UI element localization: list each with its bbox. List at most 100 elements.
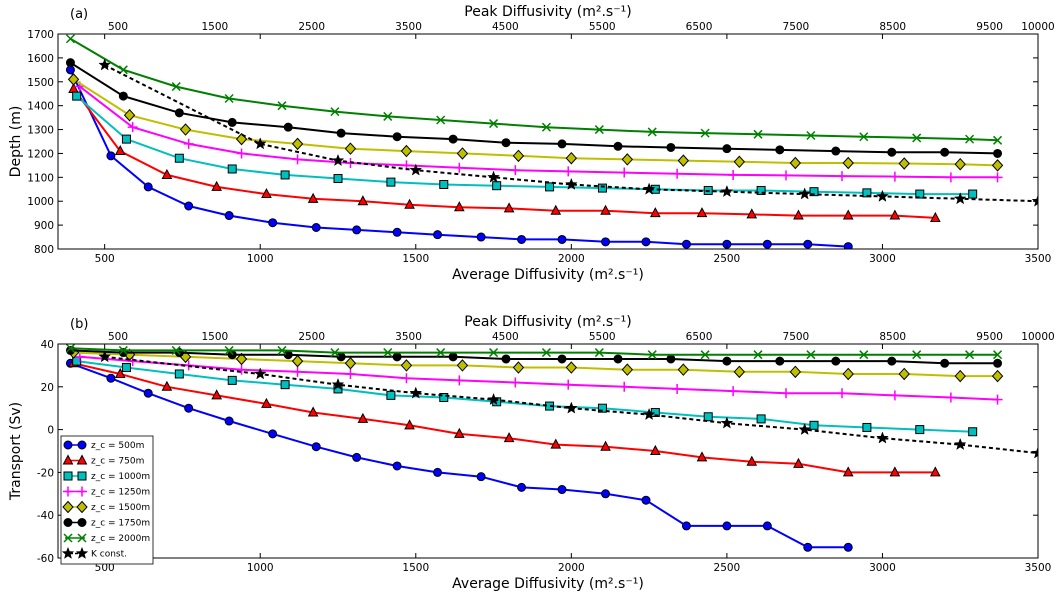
data-point-1-18 [930,211,941,222]
data-point-4-11 [677,154,690,167]
series-line-0 [70,362,849,549]
x2-tick-label: 9500 [976,331,1003,343]
data-point-0-3 [184,403,194,413]
x-axis-label: Average Diffusivity (m².s⁻¹) [452,576,644,592]
data-point-1-1 [114,144,126,156]
axes-frame [57,33,1039,250]
data-point-1-4 [261,187,272,199]
data-point-1-14 [746,208,758,219]
data-point-2-5 [333,174,343,184]
data-point-3-3 [236,364,247,375]
x2-tick-label: 6500 [686,21,713,33]
x2-tick-label: 8500 [879,331,906,343]
data-point-4-15 [898,367,910,381]
data-point-7-9 [876,431,889,444]
legend-label: z_c = 1000m [91,472,150,482]
legend-marker [77,440,87,450]
data-point-1-10 [550,438,562,449]
data-point-7-11 [1031,446,1038,459]
x2-tick-label: 500 [108,331,128,343]
y-tick-label: 800 [34,244,54,256]
data-point-5-15 [887,356,897,366]
data-point-4-10 [621,153,634,166]
x2-tick-label: 2500 [298,331,325,343]
x2-tick-label: 3500 [395,21,422,33]
data-point-1-13 [696,207,708,218]
data-point-2-1 [121,363,131,373]
data-point-2-9 [545,182,555,192]
data-point-1-3 [211,389,222,400]
data-point-5-9 [557,354,567,364]
data-point-0-6 [311,442,321,452]
data-point-1-16 [842,466,854,477]
data-point-5-10 [613,141,623,151]
data-point-1-15 [793,209,804,220]
data-point-3-16 [945,172,956,183]
x2-axis-label: Peak Diffusivity (m².s⁻¹) [464,4,631,20]
data-point-3-13 [781,388,791,399]
panel-label: (b) [70,317,88,332]
data-point-1-13 [696,451,708,462]
series-line-2 [76,95,973,196]
data-point-3-6 [401,373,412,384]
data-point-7-2 [331,377,345,391]
data-point-3-1 [127,122,138,133]
data-point-1-6 [357,412,369,423]
data-point-6-4 [277,101,287,111]
y-tick-label: 1500 [27,77,54,89]
data-point-2-3 [227,375,237,385]
data-point-5-16 [940,358,950,368]
data-point-5-0 [65,58,75,68]
data-point-3-4 [292,154,303,165]
data-point-2-15 [862,422,872,432]
data-point-6-15 [859,350,869,360]
x2-tick-label: 8500 [879,21,906,33]
data-point-1-16 [842,209,854,220]
legend-marker [76,454,88,465]
x2-tick-label: 5500 [589,331,616,343]
y-tick-label: 1400 [27,101,54,113]
data-point-5-6 [392,352,402,362]
data-point-7-0 [98,58,112,71]
series-line-5 [69,61,998,155]
data-point-1-9 [503,202,515,213]
data-point-6-9 [541,348,551,358]
x2-axis-label: Peak Diffusivity (m².s⁻¹) [464,314,631,330]
data-point-0-10 [476,472,486,482]
data-point-2-2 [174,153,184,163]
x-tick-label: 1000 [247,253,274,265]
data-point-6-12 [700,350,710,360]
data-point-2-7 [439,393,449,402]
data-point-5-11 [666,354,676,364]
data-point-6-12 [700,128,710,138]
data-point-2-10 [597,183,607,193]
data-point-4-9 [565,361,578,374]
data-point-0-14 [641,495,651,505]
data-point-4-14 [842,367,854,381]
data-point-5-1 [118,91,128,101]
data-point-3-3 [236,148,247,159]
x-tick-label: 3500 [1025,562,1052,574]
plot-area [65,34,1038,249]
data-point-4-15 [898,157,910,170]
data-point-2-10 [597,403,607,413]
data-point-6-11 [647,350,657,360]
data-point-2-8 [492,181,502,191]
x2-tick-label: 1500 [201,21,228,33]
legend-marker [63,533,73,543]
data-point-1-12 [650,444,661,455]
data-point-0-11 [517,482,527,492]
data-point-1-7 [404,198,415,209]
legend-marker [62,500,74,514]
x-tick-label: 2000 [558,253,585,265]
data-point-0-4 [224,416,234,426]
panel-b: 500 1000 1500 2000 2500 3000 3500 500 1500 2500 35… [8,314,1055,592]
data-point-4-13 [789,156,802,170]
data-point-7-7 [720,184,734,198]
legend-label: z_c = 2000m [91,534,150,544]
data-point-0-8 [392,227,402,237]
data-point-0-19 [843,542,853,552]
data-point-6-14 [806,130,816,141]
legend-label: z_c = 750m [91,457,144,467]
data-point-3-14 [837,388,847,399]
